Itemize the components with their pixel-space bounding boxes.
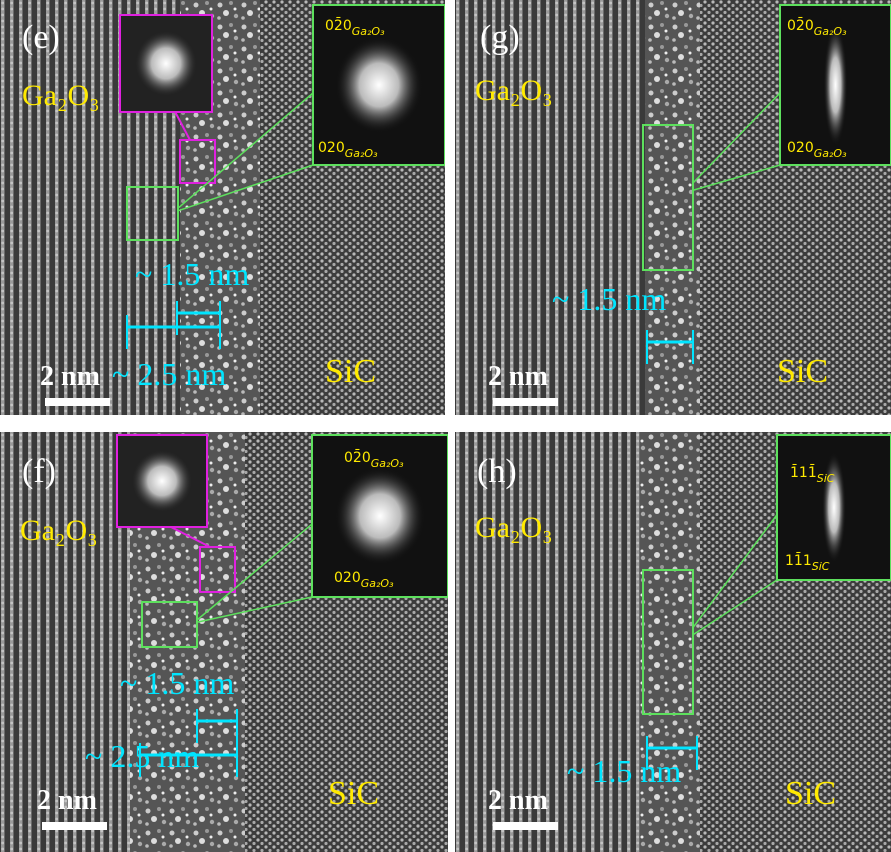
- index-subscript: SiC: [817, 472, 835, 485]
- material-label: Ga₂O₃: [20, 514, 98, 547]
- substrate-label: SiC: [777, 353, 828, 390]
- index-subscript: Ga₂O₃: [361, 577, 394, 590]
- fft-spot: [822, 452, 846, 562]
- lattice-ga2o3: [455, 0, 645, 415]
- scale-bar: [493, 822, 558, 830]
- miller-index: 02̄0: [325, 16, 352, 34]
- substrate-label: SiC: [328, 775, 379, 812]
- miller-index: 02̄0: [344, 448, 371, 466]
- index-subscript: Ga₂O₃: [814, 147, 847, 160]
- panel-label: (e): [22, 19, 60, 56]
- measurement-label: ~ 2.5 nm: [112, 356, 226, 392]
- material-label: Ga₂O₃: [475, 74, 553, 107]
- index-subscript: Ga₂O₃: [371, 457, 404, 470]
- index-subscript: SiC: [812, 560, 830, 573]
- material-label: Ga₂O₃: [475, 511, 553, 544]
- fft-spot: [335, 467, 425, 564]
- miller-index: 020: [334, 570, 361, 586]
- scale-bar: [493, 398, 558, 406]
- scale-bar-label: 2 nm: [40, 361, 100, 392]
- miller-index: 02̄0: [787, 16, 814, 34]
- miller-index: 020: [318, 140, 345, 156]
- miller-index: 11̄1: [785, 551, 812, 569]
- figure: (() => { const data = JSON.parse(documen…: [0, 0, 891, 852]
- panel-label: (g): [480, 19, 520, 56]
- panel-label: (h): [477, 453, 517, 490]
- miller-index: 020: [787, 140, 814, 156]
- scale-bar: [42, 822, 107, 830]
- measurement-label: ~ 1.5 nm: [120, 665, 234, 701]
- measurement-label: ~ 1.5 nm: [552, 281, 666, 317]
- material-label: Ga₂O₃: [22, 79, 100, 112]
- measurement-label: ~ 1.5 nm: [567, 753, 681, 789]
- substrate-label: SiC: [325, 353, 376, 390]
- scale-bar-label: 2 nm: [488, 785, 548, 816]
- index-subscript: Ga₂O₃: [345, 147, 378, 160]
- fft-spot: [335, 37, 422, 133]
- measurement-label: ~ 1.5 nm: [135, 256, 249, 292]
- scale-bar-label: 2 nm: [37, 785, 97, 816]
- miller-index: 1̄11̄: [790, 463, 817, 481]
- substrate-label: SiC: [785, 775, 836, 812]
- interface: [640, 432, 700, 852]
- index-subscript: Ga₂O₃: [352, 25, 385, 38]
- fft-spot: [131, 449, 194, 513]
- fft-spot: [134, 30, 198, 98]
- index-subscript: Ga₂O₃: [814, 25, 847, 38]
- scale-bar: [45, 398, 110, 406]
- interface: [645, 0, 700, 415]
- fft-spot: [824, 24, 848, 146]
- scale-bar-label: 2 nm: [488, 361, 548, 392]
- panel-label: (f): [22, 453, 56, 490]
